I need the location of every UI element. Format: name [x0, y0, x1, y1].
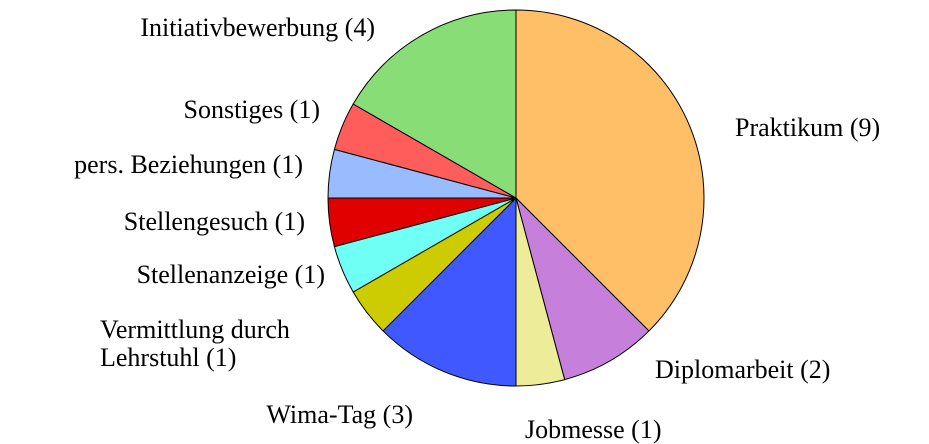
slice-label: Sonstiges (1) — [183, 95, 321, 124]
slice-label: Vermittlung durch Lehrstuhl (1) — [100, 315, 290, 372]
slice-label: Stellengesuch (1) — [123, 207, 305, 236]
pie-slice — [515, 9, 705, 332]
slice-label: Stellenanzeige (1) — [136, 260, 325, 289]
pie-slice — [382, 196, 517, 387]
pie-slice — [352, 9, 517, 199]
slice-label: Praktikum (9) — [735, 113, 881, 142]
pie-slice — [515, 196, 650, 381]
slice-label: Wima-Tag (3) — [266, 400, 413, 429]
slice-label: pers. Beziehungen (1) — [74, 150, 303, 179]
slice-label: Diplomarbeit (2) — [655, 355, 831, 384]
slice-label: Initiativbewerbung (4) — [140, 13, 375, 42]
slice-label: Jobmesse (1) — [525, 415, 662, 444]
